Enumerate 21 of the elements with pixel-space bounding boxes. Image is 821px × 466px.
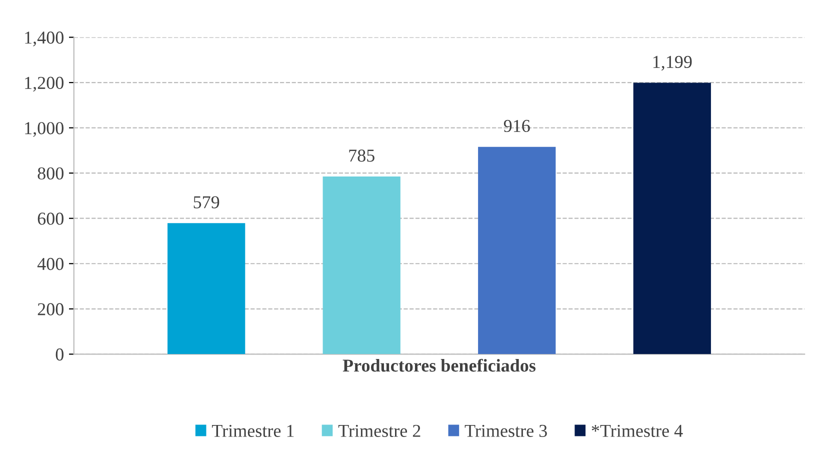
y-tick-label: 1,000 [25, 122, 64, 137]
data-label: 1,199 [653, 56, 692, 71]
legend-label: *Trimestre 4 [592, 424, 683, 437]
data-label: 785 [349, 150, 374, 162]
y-tick-label: 600 [38, 212, 64, 225]
y-tick-label: 1,200 [25, 76, 64, 92]
y-tick-label: 800 [38, 167, 64, 180]
legend-label: Trimestre 1 [212, 424, 294, 437]
data-label: 916 [504, 120, 530, 132]
x-tick-label: Productores beneficiados [342, 358, 536, 372]
y-tick-label: 200 [38, 303, 64, 316]
legend-label: Trimestre 2 [338, 424, 420, 437]
bar [322, 176, 400, 354]
bar [633, 82, 711, 354]
y-tick-label: 400 [37, 258, 64, 270]
y-tick-label: 1,400 [25, 32, 64, 46]
legend-label: Trimestre 3 [464, 424, 547, 437]
y-tick-label: 0 [56, 348, 64, 361]
bar [478, 146, 556, 354]
data-label: 579 [194, 196, 220, 208]
bar [168, 223, 246, 354]
